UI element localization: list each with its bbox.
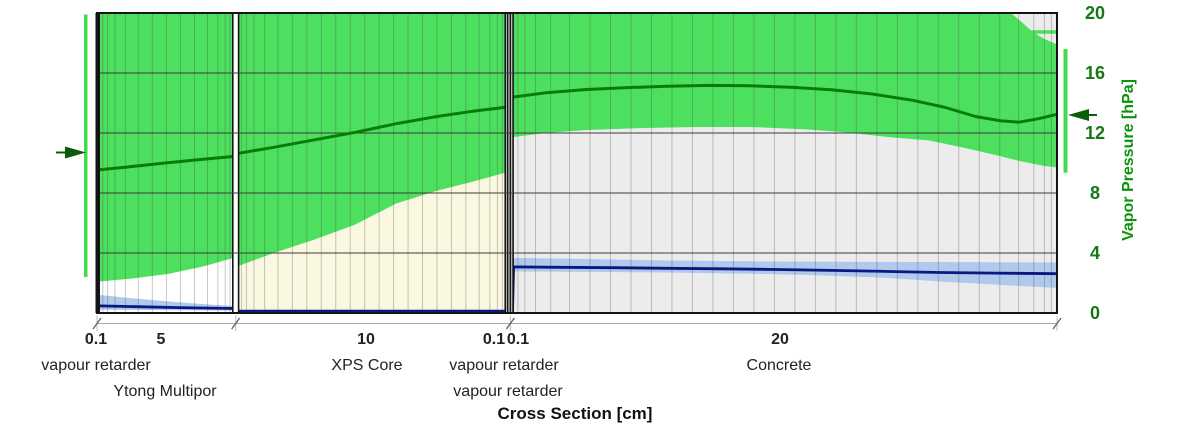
y-axis-title: Vapor Pressure [hPa] [1120,79,1137,241]
layer-label-vapour-retarder-1: vapour retarder [41,357,151,374]
layer-label-vapour-retarder-3: vapour retarder [453,383,563,400]
x-tick-retarder-2: 0.1 [482,331,506,348]
y-tick-0: 0 [1089,303,1100,323]
layer-label-ytong-multipor: Ytong Multipor [113,383,217,400]
x-tick-ytong: 5 [156,331,166,348]
x-tick-xps: 10 [357,331,375,348]
x-axis-title: Cross Section [cm] [497,404,653,423]
y-tick-16: 16 [1084,63,1106,83]
x-tick-concrete: 20 [771,331,789,348]
layer-label-vapour-retarder-2: vapour retarder [449,357,559,374]
y-tick-20: 20 [1084,3,1106,23]
layer-label-xps-core: XPS Core [331,357,403,374]
y-tick-4: 4 [1089,243,1100,263]
x-tick-retarder-3: 0.1 [506,331,530,348]
layer-label-concrete: Concrete [746,357,812,374]
y-tick-8: 8 [1089,183,1100,203]
y-tick-12: 12 [1084,123,1106,143]
x-tick-retarder-1: 0.1 [84,331,108,348]
